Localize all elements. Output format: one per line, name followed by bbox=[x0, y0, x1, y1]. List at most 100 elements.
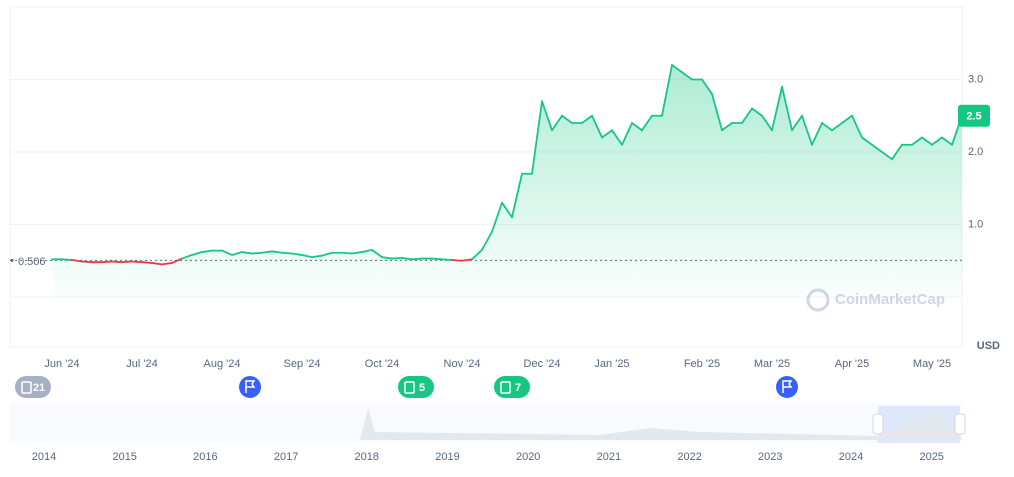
price-segment bbox=[511, 172, 523, 219]
price-segment bbox=[831, 122, 843, 132]
price-segment bbox=[61, 258, 73, 261]
price-segment bbox=[131, 260, 143, 264]
price-segment bbox=[121, 260, 133, 264]
x-tick-label: Mar '25 bbox=[754, 358, 790, 370]
navigator-year: 2024 bbox=[839, 451, 863, 463]
price-segment bbox=[501, 201, 513, 219]
price-segment bbox=[671, 64, 683, 74]
price-segment bbox=[911, 136, 923, 146]
x-tick-label: Jun '24 bbox=[44, 358, 79, 370]
price-segment bbox=[551, 114, 563, 132]
price-segment bbox=[371, 248, 383, 259]
event-icon bbox=[404, 381, 415, 394]
price-segment bbox=[561, 114, 573, 124]
price-segment bbox=[251, 251, 263, 255]
price-segment bbox=[891, 143, 903, 161]
price-segment bbox=[921, 136, 933, 146]
price-segment bbox=[471, 248, 483, 261]
navigator-handle[interactable] bbox=[954, 413, 966, 435]
last-value-badge bbox=[958, 104, 990, 127]
y-tick-label: 1.0 bbox=[968, 218, 983, 230]
price-segment bbox=[581, 114, 593, 124]
price-segment bbox=[481, 230, 493, 251]
x-tick-label: Sep '24 bbox=[284, 358, 321, 370]
reference-label: 0.506 bbox=[18, 256, 46, 268]
price-segment bbox=[181, 254, 193, 260]
event-icon bbox=[21, 381, 32, 394]
x-tick-label: Jan '25 bbox=[594, 358, 629, 370]
last-value-label: 2.5 bbox=[966, 111, 981, 123]
price-segment bbox=[751, 107, 763, 117]
price-segment bbox=[771, 85, 783, 132]
event-marker[interactable]: 21 bbox=[15, 376, 51, 398]
event-count: 5 bbox=[419, 382, 425, 394]
price-segment bbox=[851, 114, 863, 139]
price-segment bbox=[201, 249, 213, 253]
event-pill bbox=[398, 376, 434, 398]
price-segment bbox=[261, 250, 273, 254]
price-segment bbox=[721, 122, 733, 132]
price-segment bbox=[361, 248, 373, 253]
price-segment bbox=[491, 201, 503, 233]
price-segment bbox=[841, 114, 853, 124]
price-segment bbox=[711, 93, 723, 132]
price-segment bbox=[311, 254, 323, 259]
price-segment bbox=[801, 114, 813, 146]
price-segment bbox=[321, 251, 333, 257]
price-segment bbox=[451, 259, 463, 262]
price-segment bbox=[71, 259, 83, 263]
price-segment bbox=[781, 85, 793, 132]
price-segment bbox=[81, 260, 93, 264]
price-segment bbox=[941, 136, 953, 146]
price-segment bbox=[531, 100, 543, 175]
price-segment bbox=[621, 122, 633, 146]
x-tick-label: Feb '25 bbox=[684, 358, 720, 370]
navigator-year: 2020 bbox=[516, 451, 540, 463]
x-tick-label: Apr '25 bbox=[835, 358, 870, 370]
price-segment bbox=[101, 260, 113, 264]
price-segment bbox=[191, 251, 203, 256]
price-segment bbox=[281, 251, 293, 255]
price-segment bbox=[401, 256, 413, 261]
price-segment bbox=[811, 122, 823, 146]
event-marker[interactable]: 5 bbox=[398, 376, 434, 398]
y-tick-label: 2.0 bbox=[968, 146, 983, 158]
navigator-year: 2015 bbox=[112, 451, 136, 463]
price-segment bbox=[151, 262, 163, 266]
x-tick-label: Dec '24 bbox=[524, 358, 561, 370]
navigator-year: 2023 bbox=[758, 451, 782, 463]
price-segment bbox=[661, 64, 673, 117]
flag-marker[interactable] bbox=[239, 376, 261, 398]
price-segment bbox=[861, 136, 873, 146]
price-segment bbox=[391, 256, 403, 260]
price-segment bbox=[701, 78, 713, 95]
flag-marker[interactable] bbox=[776, 376, 798, 398]
price-segment bbox=[591, 114, 603, 139]
unit-label: USD bbox=[977, 340, 1000, 352]
x-tick-label: Nov '24 bbox=[444, 358, 481, 370]
price-segment bbox=[761, 114, 773, 132]
price-segment bbox=[611, 129, 623, 146]
price-segment bbox=[381, 256, 393, 260]
price-segment bbox=[171, 257, 183, 264]
price-segment bbox=[871, 143, 883, 153]
price-segment bbox=[141, 261, 153, 264]
x-tick-label: May '25 bbox=[913, 358, 951, 370]
event-marker[interactable]: 7 bbox=[494, 376, 530, 398]
price-segment bbox=[231, 251, 243, 256]
event-pill bbox=[494, 376, 530, 398]
x-tick-label: Aug '24 bbox=[204, 358, 241, 370]
price-segment bbox=[431, 257, 443, 261]
price-segment bbox=[241, 251, 253, 255]
price-segment bbox=[601, 129, 613, 139]
x-tick-label: Jul '24 bbox=[126, 358, 157, 370]
price-segment bbox=[821, 122, 833, 132]
price-segment bbox=[541, 100, 553, 132]
navigator-handle[interactable] bbox=[872, 413, 884, 435]
price-segment bbox=[351, 251, 363, 255]
reference-dot bbox=[10, 258, 14, 262]
price-segment bbox=[221, 249, 233, 256]
navigator-year: 2025 bbox=[919, 451, 943, 463]
